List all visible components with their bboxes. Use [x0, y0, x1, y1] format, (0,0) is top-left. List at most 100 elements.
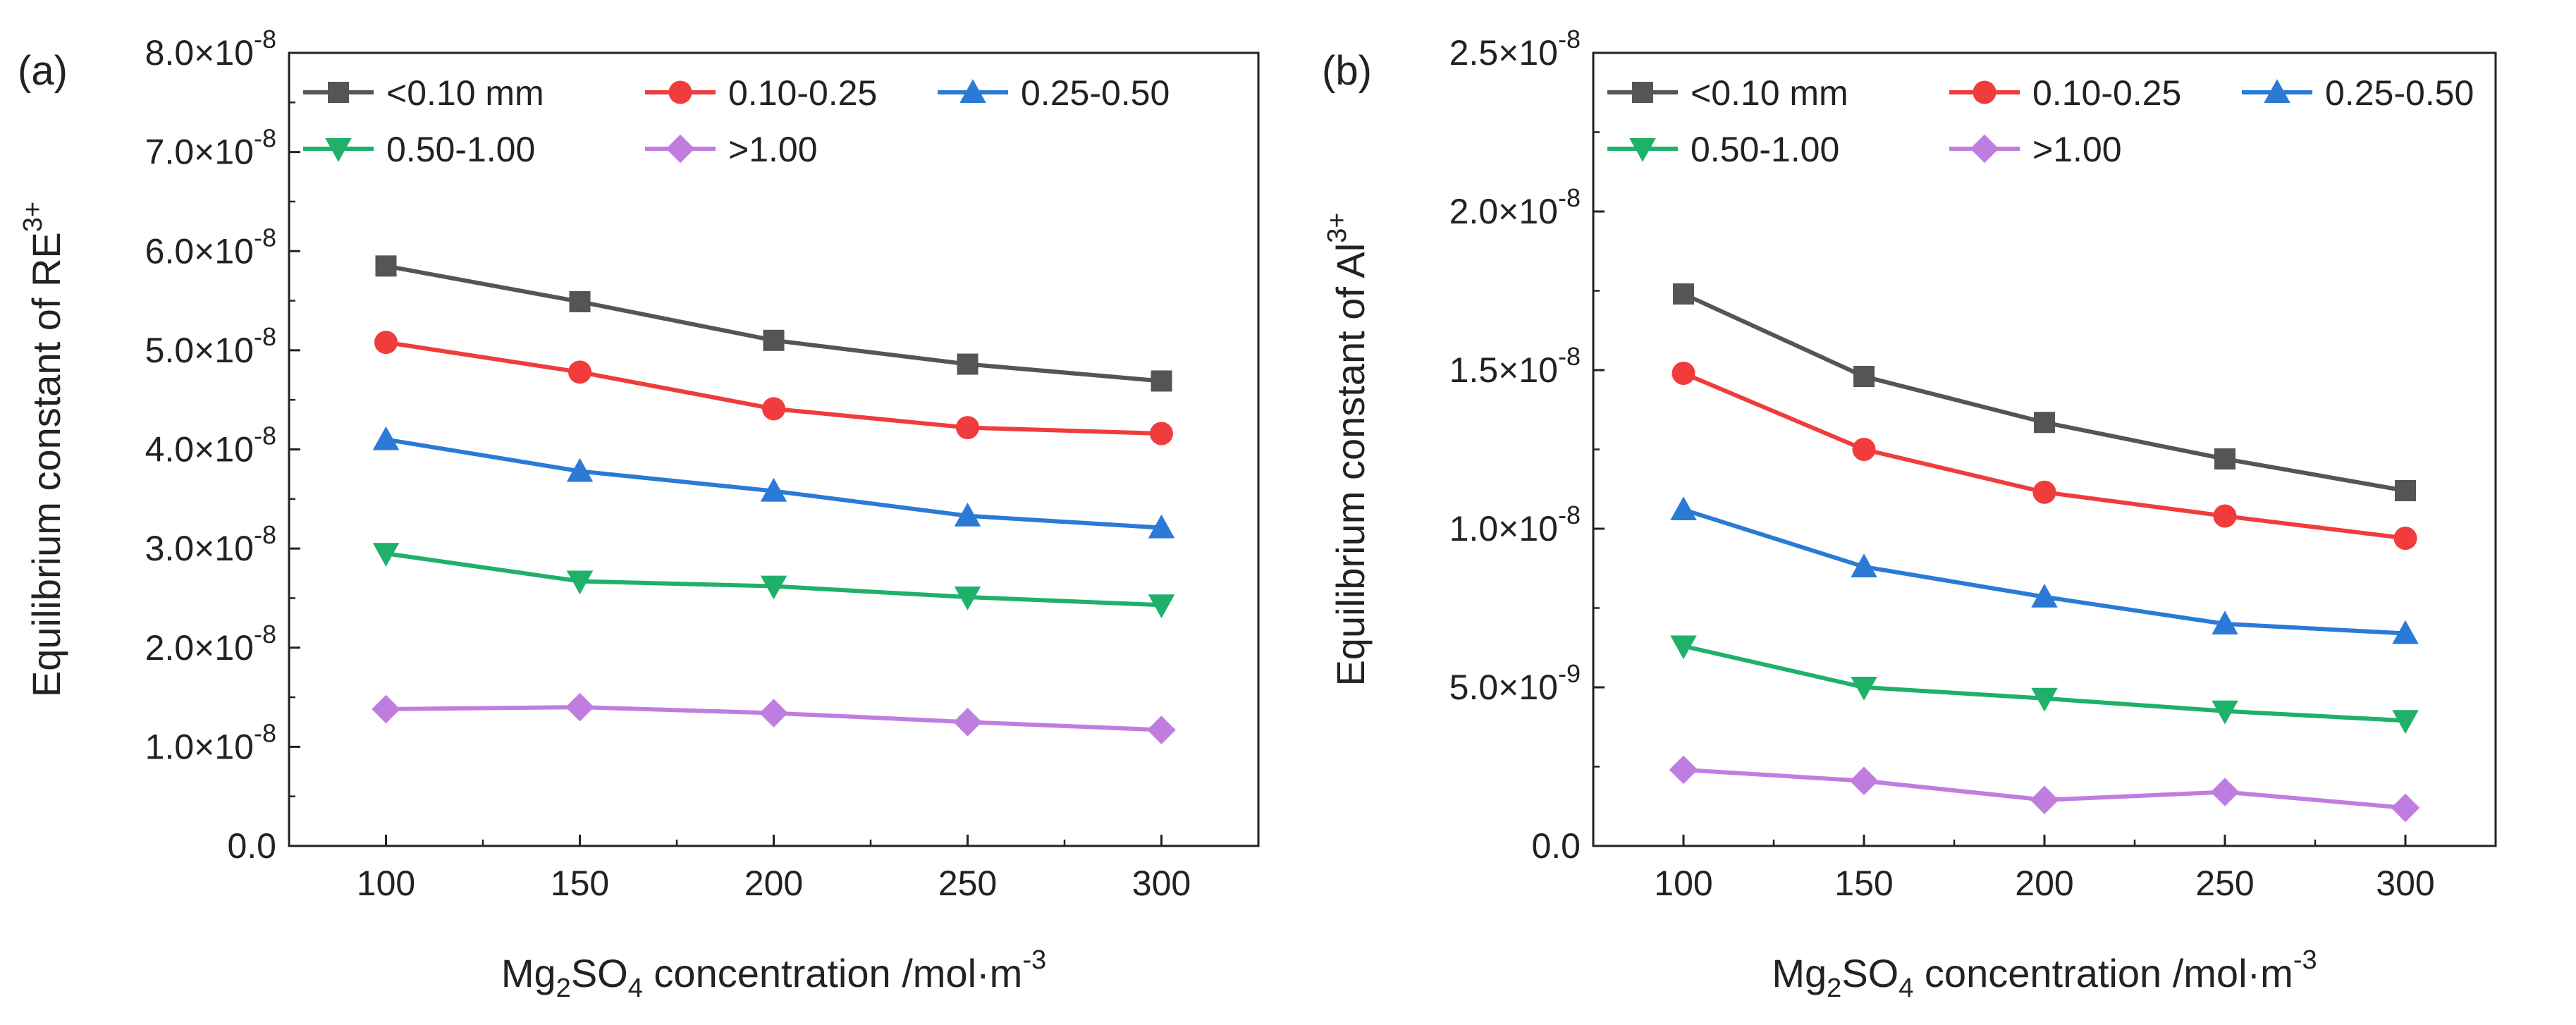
x-tick-label: 250: [2195, 864, 2254, 903]
y-tick-mantissa: 3.0×10: [145, 529, 254, 568]
data-point: [2032, 480, 2056, 504]
y-tick-mantissa: 0.0: [227, 826, 276, 866]
data-point: [1672, 362, 1695, 385]
data-point: [760, 575, 787, 600]
y-tick-label: 0.0: [227, 826, 276, 866]
data-point: [1673, 283, 1694, 305]
y-tick-exponent: -9: [1558, 659, 1581, 688]
legend-label: 0.25-0.50: [2325, 73, 2474, 113]
y-tick-exponent: -8: [1558, 25, 1581, 54]
chart-panel-a: 100 150 200 250 3000.01.0×10-82.0×10-83.0×10…: [18, 25, 1260, 1003]
y-tick-mantissa: 1.5×10: [1449, 350, 1558, 390]
x-tick-label: 150: [1834, 864, 1893, 903]
y-tick-mantissa: 8.0×10: [145, 33, 254, 73]
series-3: [372, 543, 1175, 619]
x-tick-label: 300: [2376, 864, 2434, 903]
legend-item-4: >1.00: [645, 130, 818, 169]
y-tick-label: 2.5×10-8: [1449, 25, 1581, 73]
legend-marker: [2264, 79, 2290, 103]
data-point: [1852, 438, 1876, 461]
y-tick-label: 1.0×10-8: [145, 718, 276, 766]
data-point: [2212, 700, 2238, 725]
y-axis-title-sup: 3+: [18, 202, 48, 232]
y-tick-label: 4.0×10-8: [145, 422, 276, 469]
data-point: [1670, 496, 1697, 520]
x-tick-label: 150: [551, 864, 609, 903]
y-tick-label: 3.0×10-8: [145, 520, 276, 568]
y-tick-mantissa: 4.0×10: [145, 430, 254, 469]
data-point: [759, 699, 788, 728]
data-point: [2392, 620, 2419, 644]
y-tick-label: 2.0×10-8: [145, 620, 276, 668]
y-tick-label: 7.0×10-8: [145, 124, 276, 172]
y-tick-label: 1.0×10-8: [1449, 501, 1581, 548]
data-point: [2031, 687, 2058, 712]
y-tick-exponent: -8: [254, 223, 276, 252]
legend-label: 0.25-0.50: [1021, 73, 1170, 113]
legend-item-4: >1.00: [1949, 130, 2122, 169]
panel-label: (a): [18, 48, 68, 94]
x-tick-label: 200: [2015, 864, 2073, 903]
x-axis-title-sup: -3: [2293, 945, 2317, 975]
series-line: [1683, 508, 2406, 636]
data-point: [763, 329, 785, 351]
data-point: [957, 353, 979, 375]
data-point: [375, 255, 397, 277]
data-point: [1851, 553, 1877, 577]
x-axis-title-sub: 4: [1899, 974, 1913, 1003]
legend-item-2: 0.25-0.50: [2242, 73, 2474, 113]
data-point: [953, 707, 982, 737]
data-point: [568, 360, 591, 384]
data-point: [372, 426, 400, 450]
legend-label: <0.10 mm: [1691, 73, 1848, 113]
data-point: [565, 692, 594, 722]
y-tick-mantissa: 1.0×10: [145, 727, 254, 766]
y-tick-label: 0.0: [1531, 826, 1581, 866]
legend-item-3: 0.50-1.00: [1607, 130, 1839, 169]
y-tick-mantissa: 2.0×10: [145, 628, 254, 668]
chart-panel-b: 100 150 200 250 3000.05.0×10-91.0×10-81.5×10…: [1322, 25, 2497, 1003]
y-tick-label: 2.0×10-8: [1449, 183, 1581, 231]
series-2: [1670, 496, 2419, 644]
legend-label: >1.00: [728, 130, 818, 169]
series-0: [1673, 283, 2416, 501]
series-line: [1682, 292, 2406, 493]
series-0: [375, 255, 1172, 392]
y-axis-title-text: Equilibrium constant of Al: [1328, 243, 1373, 687]
series-line: [1682, 371, 2406, 541]
x-tick-label: 300: [1132, 864, 1191, 903]
series-2: [372, 426, 1175, 539]
data-point: [762, 397, 785, 421]
legend-item-1: 0.10-0.25: [1949, 73, 2181, 113]
legend-label: 0.50-1.00: [386, 130, 535, 169]
x-tick-label: 100: [1654, 864, 1712, 903]
y-tick-label: 5.0×10-8: [145, 322, 276, 370]
legend-marker: [328, 82, 349, 103]
legend-item-1: 0.10-0.25: [645, 73, 877, 113]
data-point: [760, 477, 787, 502]
legend-item-2: 0.25-0.50: [938, 73, 1170, 113]
legend-label: 0.10-0.25: [2032, 73, 2181, 113]
plot-frame: [1592, 51, 2497, 847]
x-tick-label: 200: [744, 864, 803, 903]
legend-label: >1.00: [2032, 130, 2122, 169]
data-point: [1670, 635, 1697, 660]
series-1: [1672, 362, 2417, 550]
legend-item-3: 0.50-1.00: [303, 130, 535, 169]
x-tick-label: 250: [938, 864, 997, 903]
data-point: [1151, 370, 1172, 392]
series-line: [385, 264, 1162, 383]
data-point: [2213, 504, 2237, 528]
y-tick-label: 6.0×10-8: [145, 223, 276, 271]
data-point: [374, 331, 398, 355]
x-axis-title-part: Mg: [501, 951, 556, 995]
y-tick-mantissa: 5.0×10: [145, 331, 254, 370]
data-point: [2392, 710, 2419, 734]
data-point: [1669, 755, 1698, 785]
legend-marker: [666, 134, 695, 164]
x-axis-title-part: Mg: [1772, 951, 1827, 995]
legend-marker: [959, 79, 986, 103]
series-1: [374, 331, 1173, 446]
data-point: [2391, 793, 2420, 823]
